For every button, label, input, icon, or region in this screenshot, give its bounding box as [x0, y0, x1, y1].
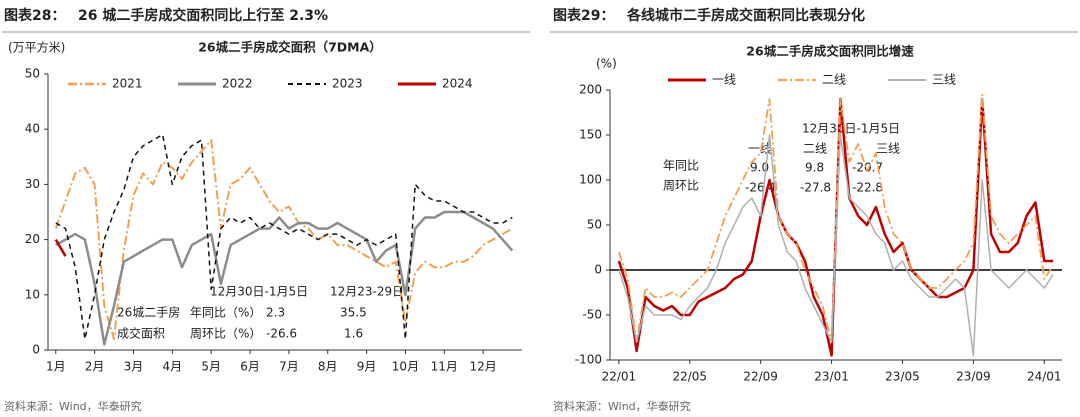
chart-subtitle: 26城二手房成交面积（7DMA） [198, 40, 382, 55]
y-tick-label: 150 [579, 128, 602, 142]
x-tick-label: 22/01 [602, 370, 637, 384]
x-tick-label: 10月 [392, 360, 419, 374]
y-tick-label: -50 [582, 308, 602, 322]
x-tick-label: 5月 [201, 360, 221, 374]
y-tick-label: 100 [579, 173, 602, 187]
y-tick-label: 0 [32, 343, 40, 357]
x-tick-label: 1月 [46, 360, 66, 374]
y-tick-label: 50 [587, 218, 602, 232]
x-tick-label: 23/05 [885, 370, 920, 384]
annotation: 12月30日-1月5日 [210, 285, 308, 299]
annotation: -26.6 [266, 327, 297, 341]
annotation: 9.0 [750, 161, 769, 175]
annotation: 26城二手房 [117, 305, 180, 320]
legend-label: 三线 [932, 73, 956, 87]
x-tick-label: 24/01 [1027, 370, 1062, 384]
annotation: 12月23-29日 [330, 285, 404, 299]
y-tick-label: 0 [594, 263, 602, 277]
x-tick-label: 9月 [357, 360, 377, 374]
y-tick-label: 20 [25, 232, 40, 246]
x-tick-label: 23/09 [956, 370, 991, 384]
x-tick-label: 22/05 [672, 370, 707, 384]
y-tick-label: 40 [25, 122, 40, 136]
legend-label: 2021 [112, 77, 143, 91]
legend-label: 2024 [442, 77, 473, 91]
series-line [618, 134, 1054, 357]
annotation: 1.6 [344, 327, 363, 341]
x-tick-label: 11月 [431, 360, 458, 374]
figure-title: 26 城二手房成交面积同比上行至 2.3% [78, 7, 328, 24]
y-tick-label: 10 [25, 287, 40, 301]
legend-label: 二线 [822, 73, 846, 87]
y-unit: (万平方米) [8, 40, 65, 55]
figure-label: 图表28： [4, 7, 65, 24]
series-line [54, 238, 67, 257]
x-tick-label: 12月 [470, 360, 497, 374]
annotation: 三线 [876, 142, 900, 156]
annotation: 二线 [803, 142, 827, 156]
annotation: -22.8 [852, 181, 883, 195]
chart-subtitle: 26城二手房成交面积同比增速 [746, 44, 914, 59]
annotation: 周环比 [663, 179, 699, 193]
annotation: 周环比（%） [190, 327, 261, 341]
figure-title: 各线城市二手房成交面积同比表现分化 [626, 7, 865, 24]
y-unit: (%) [596, 57, 617, 71]
x-tick-label: 22/09 [743, 370, 778, 384]
annotation: 一线 [748, 142, 772, 156]
y-tick-label: 50 [25, 67, 40, 81]
annotation: 2.3 [266, 306, 285, 320]
annotation: 年同比（%） [190, 306, 261, 320]
legend-label: 一线 [712, 73, 736, 87]
legend-label: 2023 [332, 77, 363, 91]
x-tick-label: 7月 [279, 360, 299, 374]
annotation: 35.5 [340, 306, 367, 320]
series-line [55, 133, 513, 340]
x-tick-label: 4月 [163, 360, 183, 374]
x-tick-label: 6月 [240, 360, 260, 374]
annotation: -20.7 [852, 161, 883, 175]
annotation: 年同比 [663, 159, 699, 173]
source: 资料来源：Wind，华泰研究 [553, 399, 691, 413]
source: 资料来源：Wind，华泰研究 [4, 399, 142, 413]
annotation: 12月30日-1月5日 [802, 122, 900, 136]
x-tick-label: 3月 [124, 360, 144, 374]
x-tick-label: 23/01 [814, 370, 849, 384]
annotation: 成交面积 [117, 326, 165, 341]
y-tick-label: -100 [575, 353, 602, 367]
y-tick-label: 200 [579, 83, 602, 97]
legend-label: 2022 [222, 77, 253, 91]
x-tick-label: 2月 [85, 360, 105, 374]
annotation: -27.8 [800, 181, 831, 195]
y-tick-label: 30 [25, 177, 40, 191]
series-line [54, 139, 513, 340]
x-tick-label: 8月 [318, 360, 338, 374]
annotation: 9.8 [805, 161, 824, 175]
figure-label: 图表29： [553, 7, 614, 24]
series-line [55, 210, 514, 346]
series-line [618, 93, 1054, 343]
